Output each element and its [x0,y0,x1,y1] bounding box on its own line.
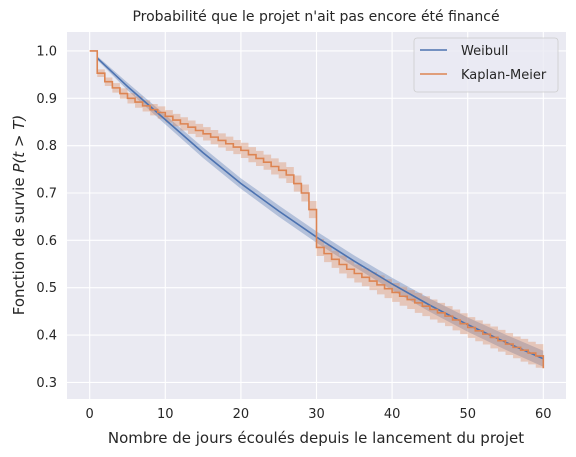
x-grid [89,32,544,399]
y-tick-label: 1.0 [36,44,57,59]
y-axis-label-math: P(t > T) [10,115,28,173]
weibull-confidence-band [97,56,544,367]
y-tick-label: 0.7 [36,187,57,202]
x-tick-label: 10 [157,407,174,422]
chart-title: Probabilité que le projet n'ait pas enco… [132,9,499,25]
x-tick-label: 60 [535,407,552,422]
y-axis-label-prefix: Fonction de survie [10,173,28,316]
series-layer [89,50,545,381]
y-tick-label: 0.4 [36,329,57,344]
kaplan-meier-line [89,50,545,369]
legend-box [413,37,559,93]
legend-label-kaplan-meier: Kaplan-Meier [461,68,547,83]
y-tick-label: 0.9 [36,92,57,107]
y-tick-label: 0.3 [36,376,57,391]
x-axis-label: Nombre de jours écoulés depuis le lancem… [108,429,524,447]
y-tick-label: 0.8 [36,139,57,154]
legend-label-weibull: Weibull [461,44,508,59]
y-tick-label: 0.6 [36,234,57,249]
y-axis-label: Fonction de survie P(t > T) [10,115,28,315]
x-tick-label: 50 [459,407,476,422]
legend: Weibull Kaplan-Meier [413,37,559,93]
y-tick-label: 0.5 [36,281,57,296]
x-tick-label: 40 [384,407,401,422]
x-tick-label: 30 [308,407,325,422]
x-tick-label: 20 [233,407,250,422]
x-tick-label: 0 [86,407,94,422]
x-tick-labels: 0 10 20 30 40 50 60 [86,407,552,422]
y-tick-labels: 0.3 0.4 0.5 0.6 0.7 0.8 0.9 1.0 [36,44,57,390]
